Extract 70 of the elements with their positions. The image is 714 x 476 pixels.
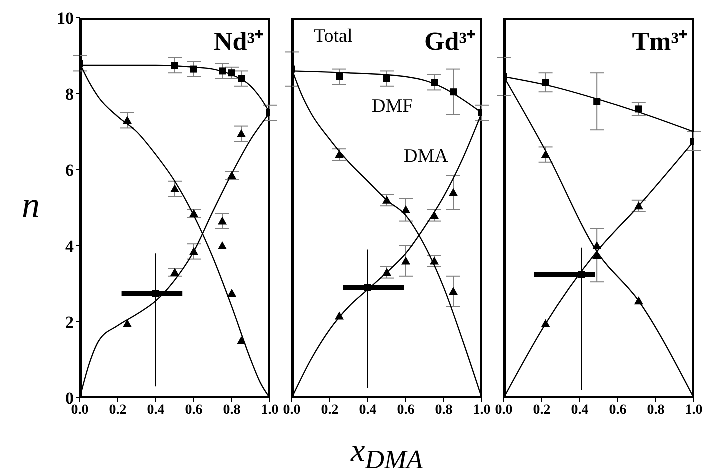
point xyxy=(402,205,410,214)
point xyxy=(450,88,457,96)
x-tick-label: 0.4 xyxy=(571,402,589,418)
y-tick-label: 6 xyxy=(66,161,74,180)
point xyxy=(218,216,227,225)
annotation: DMF xyxy=(372,96,414,118)
x-tick-label: 0.2 xyxy=(533,402,551,418)
point xyxy=(335,150,344,158)
point xyxy=(238,75,245,82)
point xyxy=(542,79,550,86)
x-axis-title: x$_{DMA}$ xyxy=(350,432,424,476)
x-tick-label: 0.6 xyxy=(397,402,415,418)
point xyxy=(384,75,390,82)
point xyxy=(228,289,236,297)
point xyxy=(594,98,601,106)
point xyxy=(430,256,439,265)
point xyxy=(541,150,550,158)
point xyxy=(402,256,410,265)
point xyxy=(634,202,644,210)
x-tick-label: 0.4 xyxy=(359,402,377,418)
point xyxy=(431,79,438,86)
point xyxy=(172,62,178,69)
x-tick-label: 1.0 xyxy=(473,402,491,418)
point xyxy=(449,287,458,296)
point xyxy=(237,129,246,138)
annotation: Total xyxy=(314,26,353,48)
x-tick-label: 0.6 xyxy=(185,402,203,418)
point xyxy=(219,68,226,75)
y-tick-label: 10 xyxy=(57,9,74,28)
point xyxy=(541,319,550,328)
chart-title: Nd³⁺ xyxy=(214,26,264,58)
point xyxy=(335,312,344,320)
point xyxy=(123,319,132,328)
y-tick-label: 2 xyxy=(66,313,74,332)
point xyxy=(382,268,392,276)
point xyxy=(382,196,392,204)
point xyxy=(170,184,180,192)
y-tick-label: 8 xyxy=(66,85,74,104)
x-tick-label: 0.4 xyxy=(147,402,165,418)
x-tick-label: 0.8 xyxy=(223,402,241,418)
annotation: DMA xyxy=(404,146,448,168)
point xyxy=(170,268,180,276)
point xyxy=(336,73,343,80)
chart-title: Gd³⁺ xyxy=(424,26,476,58)
x-tick-label: 0.2 xyxy=(109,402,127,418)
point xyxy=(228,171,236,180)
x-tick-label: 0.0 xyxy=(283,402,301,418)
x-tick-label: 0.0 xyxy=(495,402,513,418)
point xyxy=(237,336,246,344)
point xyxy=(449,188,458,196)
point xyxy=(190,247,198,256)
chart-title: Tm³⁺ xyxy=(632,26,688,58)
x-tick-label: 1.0 xyxy=(685,402,703,418)
x-tick-label: 0.8 xyxy=(647,402,665,418)
point xyxy=(218,242,227,250)
point xyxy=(430,211,439,220)
y-tick-label: 4 xyxy=(66,237,74,256)
point xyxy=(634,296,644,305)
x-tick-label: 1.0 xyxy=(261,402,279,418)
x-tick-label: 0.6 xyxy=(609,402,627,418)
y-axis-title: n xyxy=(22,184,40,226)
point xyxy=(123,116,132,124)
x-tick-label: 0.0 xyxy=(71,402,89,418)
point xyxy=(190,66,198,73)
point xyxy=(228,70,236,77)
point xyxy=(592,242,602,250)
point xyxy=(190,209,198,218)
point xyxy=(635,106,642,113)
x-tick-label: 0.8 xyxy=(435,402,453,418)
x-tick-label: 0.2 xyxy=(321,402,339,418)
